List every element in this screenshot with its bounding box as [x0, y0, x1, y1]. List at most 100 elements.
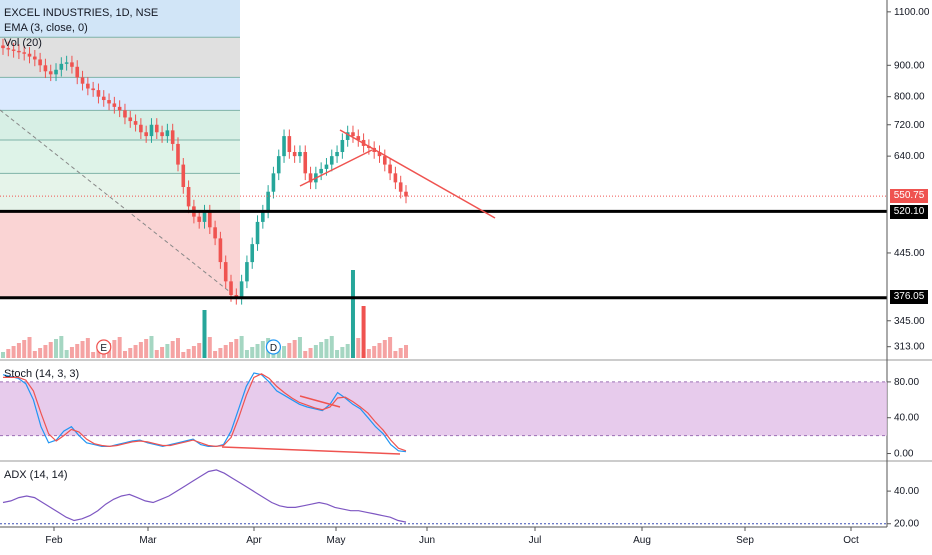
candle-body	[218, 238, 223, 263]
volume-bar	[64, 350, 69, 358]
candle-body	[33, 56, 37, 60]
volume-bar	[186, 349, 191, 358]
volume-bar	[282, 346, 287, 358]
volume-bar	[319, 342, 324, 358]
volume-bar	[372, 346, 377, 358]
candle-body	[335, 152, 339, 157]
volume-bar	[361, 306, 366, 358]
candle-body	[261, 211, 265, 222]
volume-bar	[11, 346, 16, 358]
volume-bar	[191, 346, 196, 358]
y-tick-label: 345.00	[894, 316, 925, 327]
candle-body	[75, 66, 80, 78]
volume-bar	[297, 337, 302, 358]
candle-body	[139, 124, 143, 133]
candle-body	[223, 262, 228, 282]
volume-bar	[170, 341, 175, 358]
candle-body	[404, 191, 408, 197]
y-tick-label: 800.00	[894, 92, 925, 103]
candle-body	[91, 88, 95, 91]
volume-bar	[22, 340, 27, 358]
candle-body	[266, 191, 270, 212]
candle-body	[59, 63, 64, 70]
volume-bar	[38, 348, 43, 358]
ema-label: EMA (3, close, 0)	[4, 22, 88, 34]
volume-bar	[128, 348, 133, 358]
x-tick-label: Sep	[736, 535, 754, 546]
candle-body	[48, 71, 53, 75]
volume-bar	[250, 347, 255, 358]
candle-body	[239, 281, 244, 298]
candle-body	[181, 164, 186, 187]
stoch-y-tick-label: 40.00	[894, 413, 919, 424]
stoch-divergence-line	[221, 446, 401, 455]
level-hi-tag: 520.10	[890, 205, 928, 219]
candle-body	[250, 244, 255, 263]
candle-body	[154, 124, 159, 133]
fib-zone	[0, 211, 240, 298]
candle-body	[351, 132, 355, 137]
volume-bar	[32, 351, 37, 358]
volume-bar	[138, 342, 143, 358]
fib-zone	[0, 173, 240, 212]
volume-bar	[80, 341, 85, 358]
volume-bar	[398, 348, 403, 358]
candle-body	[319, 168, 323, 174]
volume-bar	[239, 336, 244, 358]
volume-bar	[382, 340, 387, 358]
volume-bar	[69, 347, 74, 358]
candle-body	[22, 52, 27, 54]
volume-bar	[85, 338, 90, 358]
volume-bar	[377, 343, 382, 358]
y-tick-label: 720.00	[894, 120, 925, 131]
x-tick-label: Aug	[633, 535, 651, 546]
volume-bar	[16, 343, 21, 358]
volume-bar	[122, 351, 127, 358]
trendline-upper	[339, 129, 496, 219]
fib-zone	[0, 0, 240, 38]
volume-bar	[404, 345, 408, 358]
y-tick-label: 445.00	[894, 248, 925, 259]
candle-body	[213, 227, 217, 239]
adx-y-tick-label: 20.00	[894, 519, 919, 530]
candle-body	[38, 59, 42, 66]
candle-body	[144, 132, 148, 137]
candle-body	[245, 262, 249, 282]
x-tick-label: Mar	[139, 535, 157, 546]
event-marker-label: D	[270, 343, 277, 354]
volume-bar	[6, 349, 11, 358]
volume-bar	[350, 270, 355, 358]
volume-bar	[27, 337, 32, 358]
candle-body	[197, 216, 201, 222]
volume-bar	[59, 336, 64, 358]
volume-bar	[292, 340, 297, 358]
candle-body	[80, 77, 85, 84]
stoch-series-k	[2, 372, 407, 453]
candle-body	[282, 136, 286, 157]
volume-bar	[223, 345, 228, 358]
candle-body	[276, 156, 281, 174]
candle-body	[345, 132, 350, 140]
volume-bar	[96, 349, 101, 358]
event-marker	[96, 339, 112, 355]
candle-body	[287, 136, 292, 153]
candle-body	[17, 50, 21, 53]
volume-bar	[117, 337, 122, 358]
last-price-tag: 550.75	[890, 189, 928, 203]
candle-body	[27, 53, 32, 57]
candle-body	[208, 211, 212, 228]
candle-body	[11, 49, 16, 51]
volume-bar	[393, 351, 398, 358]
volume-bar	[1, 352, 5, 358]
volume-bar	[154, 350, 159, 358]
x-tick-label: May	[327, 535, 346, 546]
candle-body	[393, 173, 398, 183]
volume-bar	[388, 337, 393, 358]
volume-bar	[260, 341, 265, 358]
volume-bar	[324, 339, 329, 358]
volume-bar	[218, 348, 223, 358]
candle-body	[324, 164, 329, 169]
volume-bar	[271, 352, 276, 358]
candle-body	[133, 121, 138, 125]
